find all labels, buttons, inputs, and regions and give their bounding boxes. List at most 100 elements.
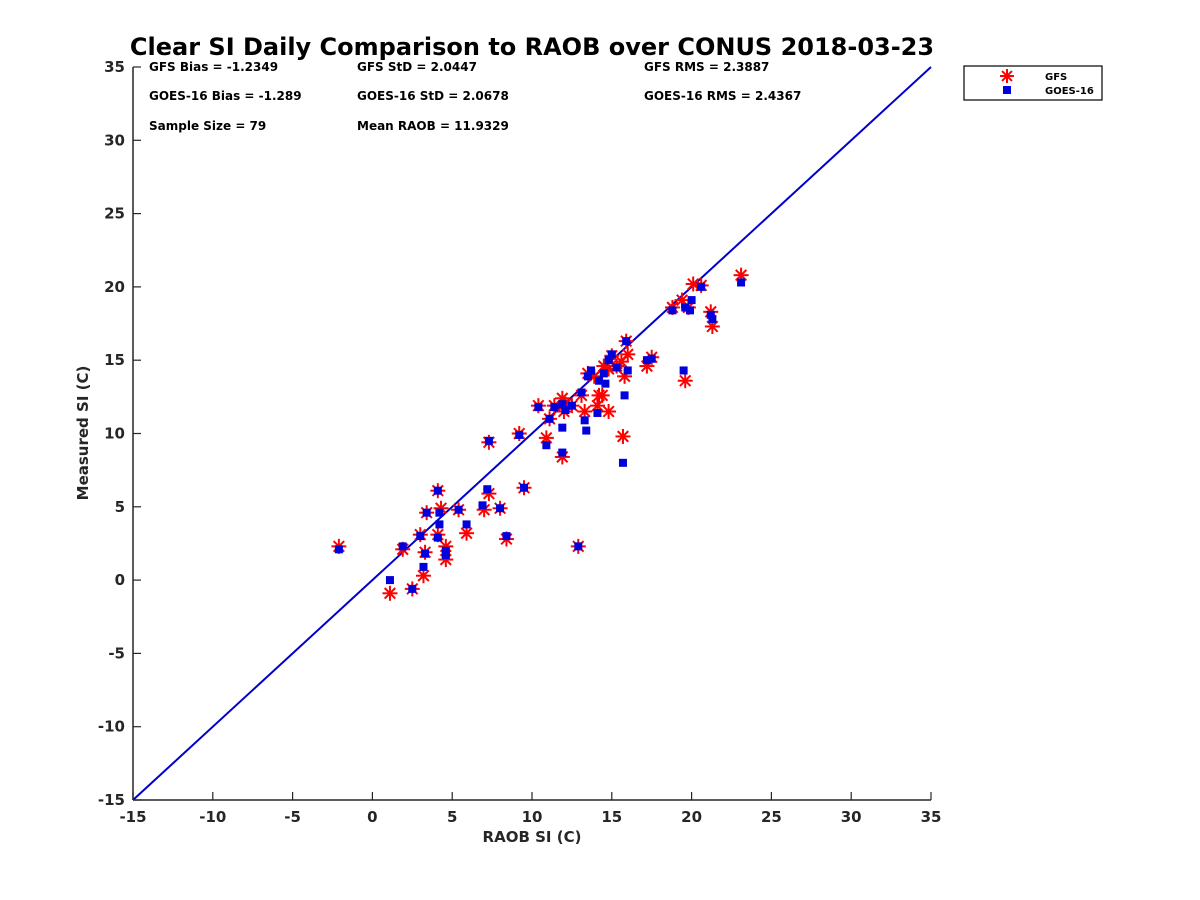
x-axis-label: RAOB SI (C) bbox=[483, 828, 582, 846]
goes16-point bbox=[580, 416, 589, 425]
goes16-point bbox=[484, 436, 493, 445]
goes16-point bbox=[334, 545, 343, 554]
x-tick-label: 10 bbox=[522, 808, 543, 826]
y-axis-label: Measured SI (C) bbox=[74, 366, 92, 501]
y-tick-label: 0 bbox=[115, 571, 125, 589]
goes16-point bbox=[620, 391, 629, 400]
goes16-point bbox=[679, 366, 688, 375]
scatter-points bbox=[331, 267, 749, 601]
goes16-point bbox=[416, 532, 425, 541]
goes16-point bbox=[647, 354, 656, 363]
goes16-point bbox=[545, 414, 554, 423]
goes16-point bbox=[550, 403, 559, 412]
goes16-point bbox=[681, 303, 690, 312]
y-tick-label: -15 bbox=[98, 791, 125, 809]
y-tick-label: 20 bbox=[104, 278, 125, 296]
stat-label: GOES-16 StD = 2.0678 bbox=[357, 89, 509, 103]
y-tick-label: 30 bbox=[104, 131, 125, 149]
gfs-point bbox=[601, 404, 617, 420]
goes16-point bbox=[577, 388, 586, 397]
goes16-point bbox=[642, 356, 651, 365]
gfs-point bbox=[615, 428, 631, 444]
chart-title: Clear SI Daily Comparison to RAOB over C… bbox=[130, 33, 934, 61]
goes16-point bbox=[622, 337, 631, 346]
goes16-point bbox=[421, 549, 430, 558]
goes16-point bbox=[604, 356, 613, 365]
goes16-point bbox=[593, 408, 602, 417]
goes16-point bbox=[612, 363, 621, 372]
goes16-point bbox=[558, 448, 567, 457]
goes16-point bbox=[686, 306, 695, 315]
goes16-point bbox=[433, 533, 442, 542]
legend: GFS GOES-16 bbox=[963, 65, 1103, 101]
goes16-point bbox=[737, 278, 746, 287]
goes16-point bbox=[601, 379, 610, 388]
y-tick-label: 35 bbox=[104, 58, 125, 76]
goes16-point bbox=[441, 546, 450, 555]
goes16-point bbox=[561, 406, 570, 415]
y-tick-label: 25 bbox=[104, 205, 125, 223]
goes16-point bbox=[574, 542, 583, 551]
x-tick-label: -15 bbox=[119, 808, 146, 826]
goes16-point bbox=[558, 423, 567, 432]
stat-label: GFS Bias = -1.2349 bbox=[149, 60, 278, 74]
goes16-point bbox=[462, 520, 471, 529]
goes16-point bbox=[419, 562, 428, 571]
stat-label: Sample Size = 79 bbox=[149, 119, 266, 133]
x-tick-label: 0 bbox=[367, 808, 377, 826]
goes16-point bbox=[558, 400, 567, 409]
gfs-point bbox=[620, 346, 636, 362]
goes16-point bbox=[708, 315, 717, 324]
goes16-point bbox=[618, 458, 627, 467]
legend-box bbox=[963, 65, 1103, 101]
goes16-point bbox=[496, 504, 505, 513]
stat-label: Mean RAOB = 11.9329 bbox=[357, 119, 509, 133]
goes16-point bbox=[520, 483, 529, 492]
x-tick-label: 25 bbox=[761, 808, 782, 826]
goes16-point bbox=[595, 376, 604, 385]
legend-label: GOES-16 bbox=[1045, 86, 1094, 97]
gfs-point bbox=[594, 387, 610, 403]
legend-label: GFS bbox=[1045, 72, 1067, 83]
goes16-point bbox=[502, 532, 511, 541]
goes16-point bbox=[706, 310, 715, 319]
x-tick-label: 15 bbox=[601, 808, 622, 826]
legend-marker-gfs bbox=[1000, 69, 1014, 83]
y-tick-label: -5 bbox=[108, 644, 125, 662]
goes16-point bbox=[542, 441, 551, 450]
gfs-point bbox=[415, 568, 431, 584]
goes16-point bbox=[582, 426, 591, 435]
legend-marker-goes16 bbox=[1003, 86, 1011, 94]
x-tick-label: 5 bbox=[447, 808, 457, 826]
y-tick-label: -10 bbox=[98, 718, 125, 736]
gfs-point bbox=[677, 373, 693, 389]
goes16-point bbox=[623, 366, 632, 375]
gfs-point bbox=[382, 585, 398, 601]
goes16-point bbox=[587, 366, 596, 375]
goes16-point bbox=[607, 350, 616, 359]
y-tick-label: 10 bbox=[104, 425, 125, 443]
y-tick-label: 15 bbox=[104, 351, 125, 369]
goes16-point bbox=[515, 430, 524, 439]
x-tick-label: 20 bbox=[681, 808, 702, 826]
y-tick-label: 5 bbox=[115, 498, 125, 516]
axes: -15 -10 -5 0 5 10 15 20 25 30 35 -15 -10 -5 0 5 10 15 20 25… bbox=[98, 58, 942, 826]
goes16-point bbox=[668, 306, 677, 315]
stat-label: GFS RMS = 2.3887 bbox=[644, 60, 769, 74]
one-to-one-line bbox=[132, 66, 932, 801]
x-tick-label: -5 bbox=[284, 808, 301, 826]
goes16-point bbox=[534, 403, 543, 412]
stat-label: GOES-16 RMS = 2.4367 bbox=[644, 89, 801, 103]
stat-label: GOES-16 Bias = -1.289 bbox=[149, 89, 302, 103]
goes16-point bbox=[408, 584, 417, 593]
goes16-point bbox=[433, 486, 442, 495]
goes16-point bbox=[687, 296, 696, 305]
goes16-point bbox=[697, 282, 706, 291]
x-tick-label: 35 bbox=[921, 808, 942, 826]
goes16-point bbox=[435, 508, 444, 517]
goes16-point bbox=[483, 485, 492, 494]
goes16-point bbox=[422, 508, 431, 517]
goes16-point bbox=[441, 551, 450, 560]
goes16-point bbox=[454, 505, 463, 514]
